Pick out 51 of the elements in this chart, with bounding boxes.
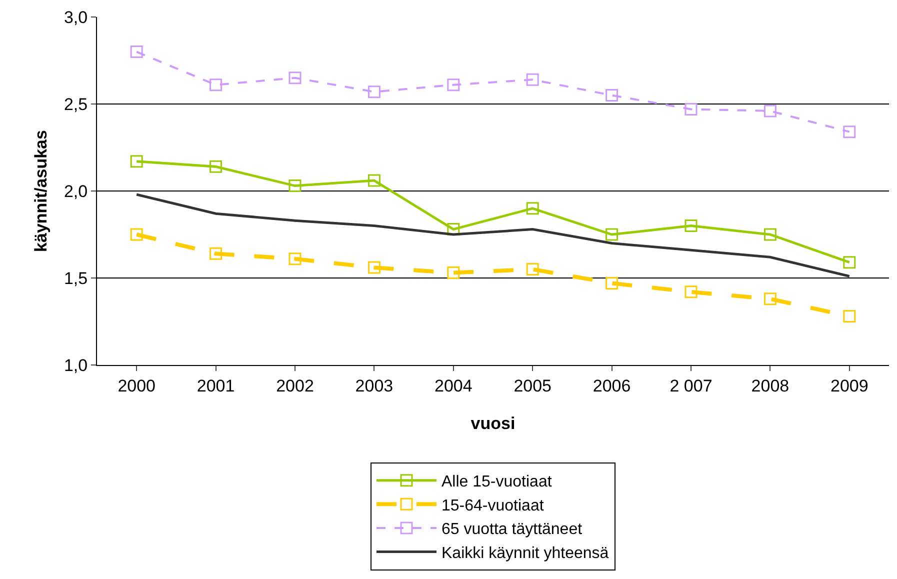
- x-tick-label: 2009: [830, 376, 868, 396]
- point: [447, 266, 460, 280]
- point: [764, 292, 776, 306]
- legend-label: Alle 15-vuotiaat: [442, 474, 552, 491]
- x-tick-label: 2008: [751, 376, 790, 396]
- point: [606, 276, 618, 290]
- x-axis-title: vuosi: [470, 414, 516, 433]
- y-tick-label: 2,0: [64, 182, 88, 201]
- point: [764, 104, 776, 118]
- x-tick-label: 2 007: [670, 376, 712, 396]
- point: [684, 102, 698, 116]
- x-tick-label: 2006: [592, 376, 631, 396]
- y-tick-label: 1,0: [64, 356, 88, 375]
- point: [288, 252, 302, 266]
- x-tick-label: 2003: [355, 376, 394, 396]
- point: [368, 261, 380, 274]
- y-tick-label: 1,5: [64, 268, 88, 288]
- point: [368, 86, 380, 98]
- point: [368, 174, 380, 187]
- point: [447, 78, 460, 92]
- point: [843, 310, 856, 323]
- x-tick-label: 2002: [276, 376, 314, 396]
- point: [130, 228, 143, 241]
- x-tick-label: 2004: [434, 376, 472, 396]
- point: [288, 72, 302, 84]
- point: [526, 73, 539, 86]
- point: [684, 220, 698, 232]
- point: [526, 263, 539, 276]
- point: [526, 202, 539, 215]
- x-tick-label: 2000: [118, 376, 156, 396]
- x-tick-label: 2005: [514, 376, 552, 396]
- point: [606, 228, 618, 241]
- point: [843, 256, 856, 269]
- legend-label: Kaikki käynnit yhteensä: [442, 544, 609, 562]
- y-tick-label: 3,0: [64, 8, 88, 27]
- y-axis-title: käynnit/asukas: [32, 130, 51, 252]
- point: [288, 180, 302, 192]
- line-series: [135, 193, 851, 278]
- point: [210, 247, 222, 260]
- y-tick-label: 2,5: [64, 94, 88, 114]
- point: [210, 160, 222, 173]
- point: [130, 46, 143, 58]
- legend-label: 65 vuotta täyttäneet: [442, 521, 583, 538]
- point: [606, 89, 618, 102]
- point: [843, 126, 856, 138]
- legend-label: 15-64-vuotiaat: [442, 497, 544, 514]
- x-tick-label: 2001: [196, 376, 235, 396]
- point: [684, 286, 698, 298]
- point: [210, 78, 222, 92]
- point: [130, 155, 143, 168]
- point: [764, 228, 776, 241]
